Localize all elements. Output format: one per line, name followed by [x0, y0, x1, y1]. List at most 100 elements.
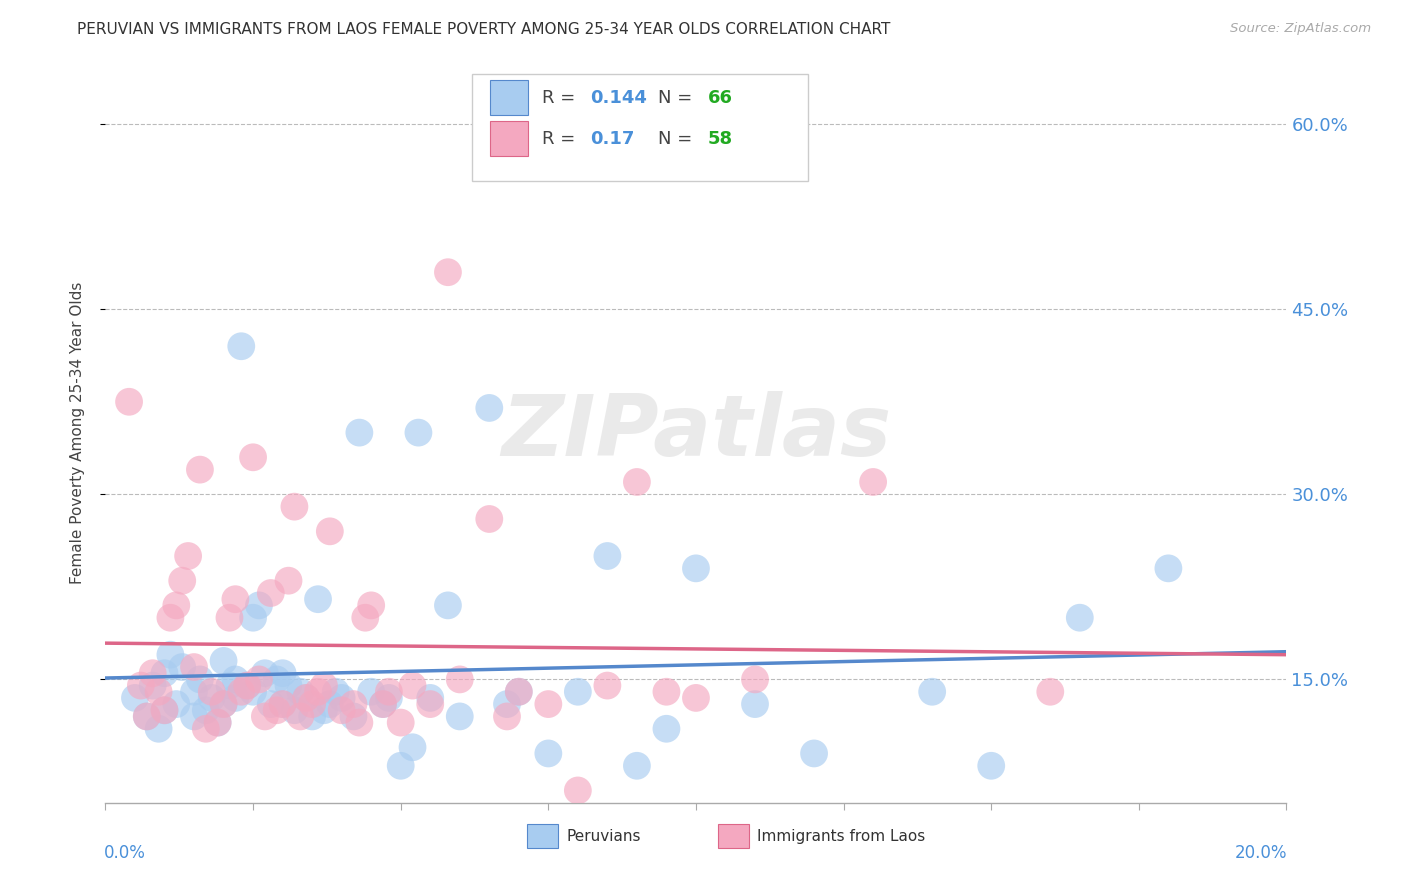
Point: [307, 685, 329, 699]
Point: [271, 697, 294, 711]
Point: [437, 265, 460, 279]
Point: [212, 697, 235, 711]
Point: [183, 709, 205, 723]
Point: [360, 599, 382, 613]
Point: [349, 715, 371, 730]
Point: [290, 685, 312, 699]
Text: 0.144: 0.144: [589, 89, 647, 107]
Point: [242, 685, 264, 699]
Text: 0.0%: 0.0%: [104, 844, 146, 862]
Text: Immigrants from Laos: Immigrants from Laos: [758, 829, 925, 844]
Point: [142, 679, 165, 693]
Point: [224, 690, 246, 705]
Point: [201, 685, 224, 699]
Point: [537, 747, 560, 761]
Point: [165, 697, 187, 711]
Point: [172, 660, 194, 674]
Point: [242, 610, 264, 624]
Point: [319, 524, 342, 539]
Point: [408, 425, 430, 440]
Point: [437, 599, 460, 613]
Point: [301, 697, 323, 711]
Point: [508, 685, 530, 699]
Text: N =: N =: [658, 129, 699, 148]
Point: [212, 654, 235, 668]
Point: [1157, 561, 1180, 575]
Point: [277, 574, 299, 588]
Point: [218, 679, 240, 693]
Point: [401, 740, 423, 755]
Text: R =: R =: [543, 129, 582, 148]
Point: [266, 703, 288, 717]
Point: [159, 610, 181, 624]
Point: [177, 549, 200, 563]
Point: [496, 697, 519, 711]
Point: [290, 709, 312, 723]
Point: [295, 690, 318, 705]
Point: [260, 697, 283, 711]
Point: [1069, 610, 1091, 624]
Point: [389, 715, 412, 730]
Point: [253, 666, 276, 681]
Point: [567, 685, 589, 699]
Point: [301, 709, 323, 723]
Point: [626, 758, 648, 772]
Point: [371, 697, 394, 711]
Point: [478, 512, 501, 526]
Point: [312, 703, 335, 717]
Point: [319, 697, 342, 711]
Point: [172, 574, 194, 588]
Point: [129, 679, 152, 693]
Point: [449, 673, 471, 687]
Point: [135, 709, 157, 723]
Text: Peruvians: Peruvians: [567, 829, 641, 844]
Point: [212, 697, 235, 711]
Point: [449, 709, 471, 723]
Point: [165, 599, 187, 613]
Point: [655, 685, 678, 699]
Point: [921, 685, 943, 699]
Point: [744, 697, 766, 711]
Point: [419, 690, 441, 705]
Point: [153, 703, 176, 717]
Point: [194, 703, 217, 717]
Point: [207, 715, 229, 730]
Point: [295, 690, 318, 705]
Point: [862, 475, 884, 489]
Point: [124, 690, 146, 705]
Point: [342, 709, 364, 723]
Point: [354, 610, 377, 624]
Y-axis label: Female Poverty Among 25-34 Year Olds: Female Poverty Among 25-34 Year Olds: [70, 282, 84, 583]
Point: [253, 709, 276, 723]
Point: [596, 549, 619, 563]
Point: [378, 690, 401, 705]
Point: [231, 339, 253, 353]
Point: [378, 685, 401, 699]
Text: 58: 58: [707, 129, 733, 148]
Point: [201, 690, 224, 705]
Point: [183, 660, 205, 674]
Point: [537, 697, 560, 711]
FancyBboxPatch shape: [718, 824, 749, 848]
Point: [231, 685, 253, 699]
Point: [188, 462, 211, 476]
Point: [312, 679, 335, 693]
Point: [342, 697, 364, 711]
Point: [371, 697, 394, 711]
Point: [159, 648, 181, 662]
Point: [218, 610, 240, 624]
Point: [271, 697, 294, 711]
Text: ZIPatlas: ZIPatlas: [501, 391, 891, 475]
Point: [980, 758, 1002, 772]
Point: [135, 709, 157, 723]
Point: [626, 475, 648, 489]
Point: [389, 758, 412, 772]
Point: [803, 747, 825, 761]
Point: [567, 783, 589, 797]
Text: 66: 66: [707, 89, 733, 107]
Point: [247, 599, 270, 613]
Point: [271, 666, 294, 681]
Point: [419, 697, 441, 711]
Point: [283, 703, 305, 717]
Point: [153, 703, 176, 717]
